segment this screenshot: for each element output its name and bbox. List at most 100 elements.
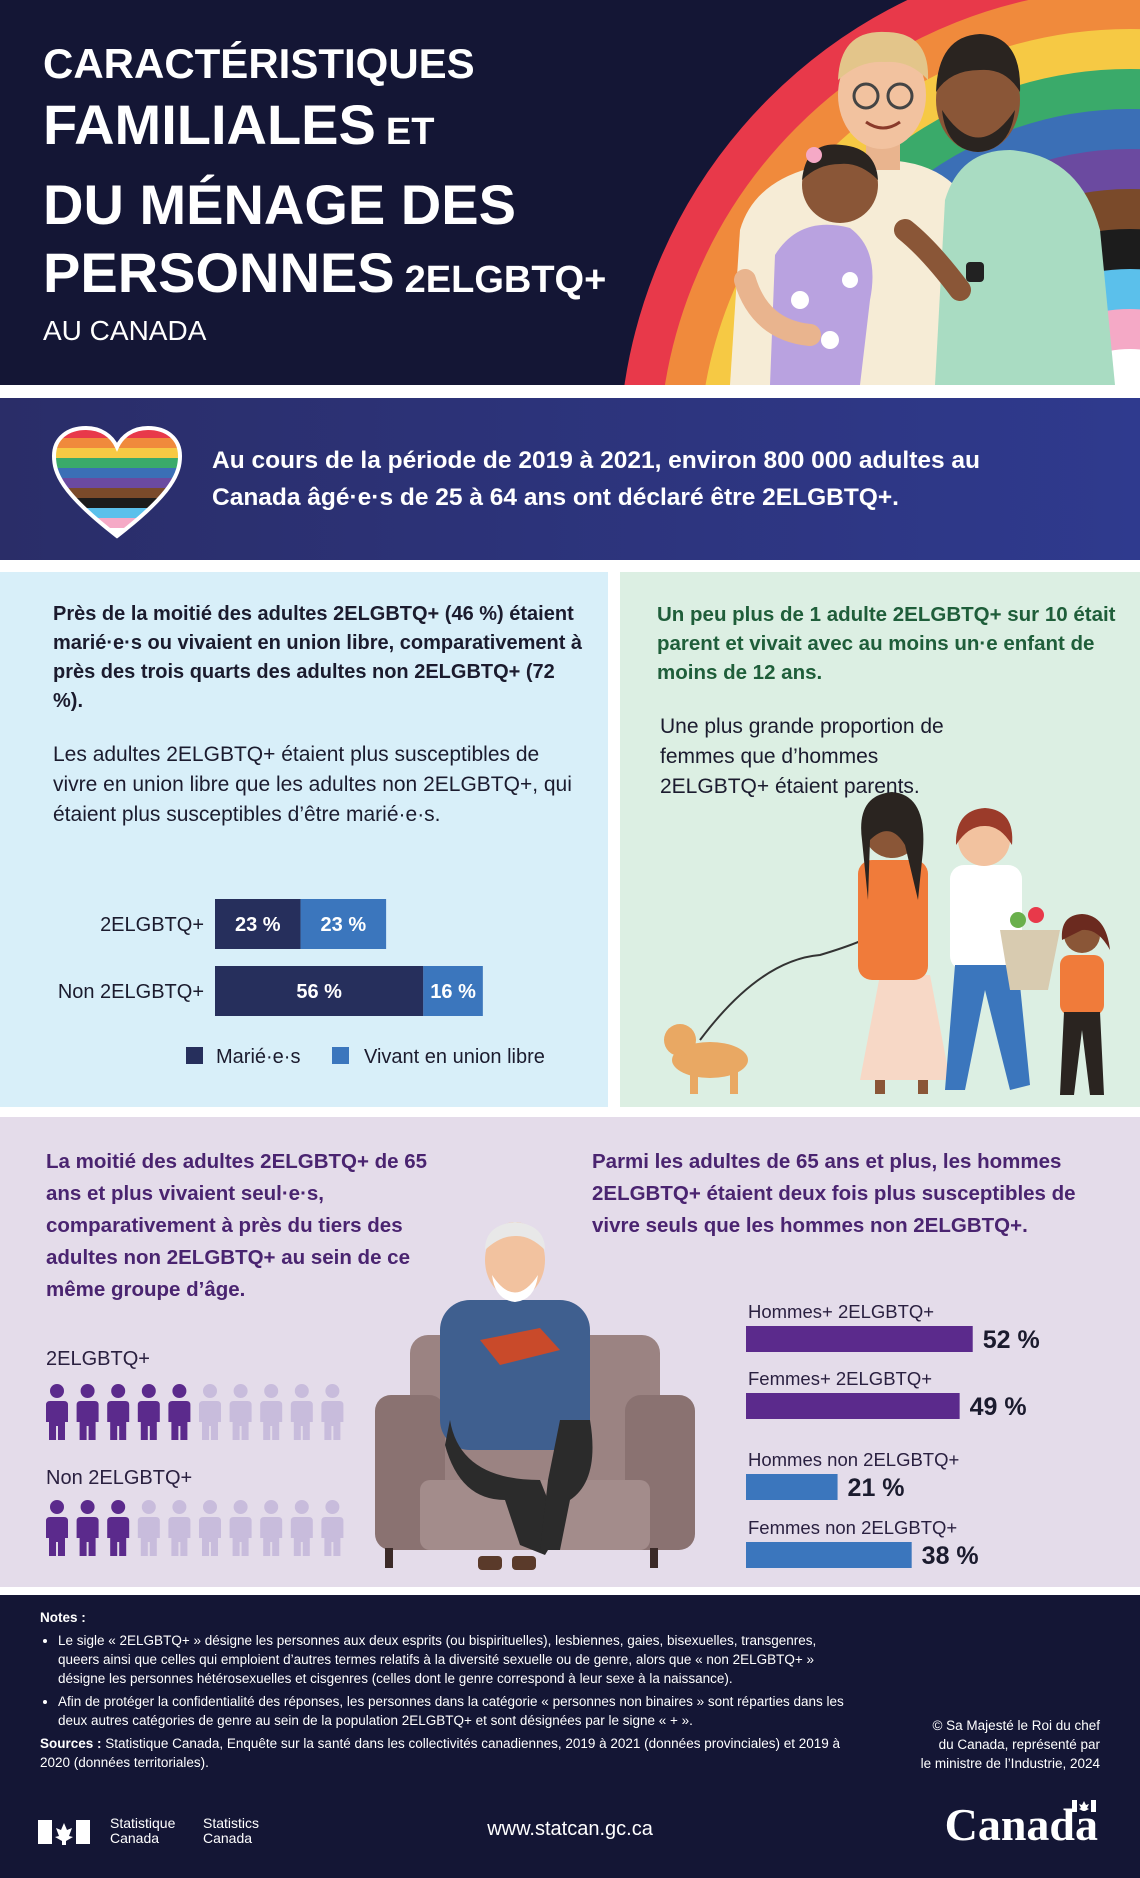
- banner-bg: [0, 398, 1140, 560]
- armchair-illustration-shape: [385, 1548, 393, 1568]
- person-icon-filled: [168, 1384, 191, 1440]
- armchair-illustration-shape: [485, 1222, 545, 1250]
- header-illustration-shape: [911, 229, 1140, 385]
- header-illustration-shape: [998, 309, 1140, 385]
- banner-text: Au cours de la période de 2019 à 2021, e…: [212, 447, 981, 511]
- legend-swatch: [332, 1047, 349, 1064]
- notes-title: Notes :: [40, 1610, 86, 1625]
- heart-icon-shape: [51, 425, 183, 539]
- logo-text: Statistique: [110, 1815, 176, 1831]
- header-illustration-shape: [869, 189, 1140, 385]
- title-line: DU MÉNAGE DES: [43, 173, 516, 236]
- canada-flag-mini-shape: [1091, 1800, 1096, 1812]
- heart-icon-shape-shape: [54, 528, 180, 536]
- header-illustration-shape: [838, 41, 926, 149]
- section-body: Les adultes 2ELGBTQ+ étaient plus suscep…: [53, 743, 572, 826]
- legend-label: Marié·e·s: [216, 1046, 300, 1068]
- title-line: PERSONNES 2ELGBTQ+: [43, 241, 606, 304]
- title-part: ET: [386, 111, 435, 153]
- person-icon-empty: [199, 1500, 221, 1556]
- sources-label: Sources :: [40, 1736, 102, 1751]
- section-heading: Près de la moitié des adultes 2ELGBTQ+ (…: [53, 603, 583, 712]
- armchair-illustration-shape: [492, 1275, 538, 1302]
- header-illustration-shape: [865, 120, 901, 130]
- heart-icon-shape-shape: [54, 448, 180, 459]
- person-icon-filled: [107, 1500, 130, 1556]
- person-icon-empty: [321, 1384, 344, 1440]
- category-label: Hommes+ 2ELGBTQ+: [748, 1301, 934, 1322]
- note: Afin de protéger la confidentialité des …: [58, 1692, 860, 1730]
- section-heading: Parmi les adultes de 65 ans et plus, les…: [592, 1150, 1076, 1237]
- wordmark: Canada: [944, 1799, 1098, 1850]
- armchair-illustration-shape: [650, 1548, 658, 1568]
- family-illustration-shape: [730, 1068, 738, 1094]
- value-label: 56 %: [296, 981, 342, 1003]
- category-label: Non 2ELGBTQ+: [46, 1467, 192, 1489]
- header-illustration-shape: [705, 29, 1140, 385]
- person-icon-filled: [137, 1384, 160, 1440]
- armchair-illustration-shape: [540, 1420, 593, 1550]
- header-illustration-shape: [842, 272, 858, 288]
- logo-text: Canada: [203, 1830, 253, 1846]
- copyright-line: le ministre de l’Industrie, 2024: [920, 1756, 1100, 1771]
- person-icon-empty: [321, 1500, 344, 1556]
- title-part: FAMILIALES: [43, 93, 376, 156]
- header-illustration-shape: [828, 149, 1140, 385]
- header-illustration-shape: [966, 262, 984, 282]
- family-illustration-shape: [699, 929, 881, 1041]
- value-label: 38 %: [922, 1542, 979, 1570]
- statcan-logo-shape: [55, 1823, 73, 1845]
- person-icon-filled: [76, 1384, 99, 1440]
- header-illustration-shape: [894, 219, 971, 301]
- header-illustration-shape: [734, 269, 821, 346]
- copyright-line: du Canada, représenté par: [938, 1737, 1100, 1752]
- heart-icon: [51, 425, 183, 539]
- header-illustration-shape: [954, 269, 1140, 385]
- family-illustration-shape: [858, 860, 928, 980]
- statcan-logo-shape: [76, 1820, 90, 1844]
- family-illustration-shape: [945, 965, 1030, 1090]
- family-illustration-shape: [1010, 912, 1026, 928]
- category-label: Hommes non 2ELGBTQ+: [748, 1449, 959, 1470]
- person-icon-empty: [168, 1500, 191, 1556]
- statcan-logo: [38, 1820, 90, 1845]
- section-heading: La moitié des adultes 2ELGBTQ+ de 65 ans…: [46, 1150, 428, 1301]
- person-icon-filled: [46, 1384, 68, 1440]
- footer-bg: [0, 1595, 1140, 1878]
- category-label: Femmes non 2ELGBTQ+: [748, 1517, 957, 1538]
- family-illustration-shape: [1061, 914, 1110, 950]
- copyright-line: © Sa Majesté le Roi du chef: [932, 1718, 1100, 1733]
- value-label: 23 %: [321, 914, 367, 936]
- bar-segment: [215, 899, 301, 949]
- sources: Sources : Statistique Canada, Enquête su…: [40, 1734, 860, 1772]
- header-illustration-shape: [1048, 349, 1140, 385]
- category-label: Femmes+ 2ELGBTQ+: [748, 1368, 932, 1389]
- person-icon-empty: [260, 1384, 283, 1440]
- category-label: 2ELGBTQ+: [46, 1348, 150, 1370]
- bar-segment: [300, 899, 387, 949]
- family-illustration-shape: [1060, 955, 1104, 1015]
- heart-icon-shape-shape: [54, 518, 180, 529]
- person-icon-empty: [260, 1500, 283, 1556]
- person-icon-empty: [229, 1384, 252, 1440]
- person-icon-empty: [229, 1500, 252, 1556]
- copyright: © Sa Majesté le Roi du chef du Canada, r…: [921, 1716, 1100, 1773]
- family-illustration-shape: [860, 975, 950, 1080]
- value-label: 23 %: [235, 914, 281, 936]
- subtitle: AU CANADA: [43, 315, 207, 346]
- canada-flag-mini: [1072, 1800, 1096, 1812]
- family-illustration-shape: [1060, 1012, 1104, 1095]
- person-icon-empty: [199, 1384, 221, 1440]
- header-illustration-shape: [942, 110, 1015, 152]
- value-label: 49 %: [970, 1393, 1027, 1421]
- canada-flag-mini-shape: [1072, 1800, 1077, 1812]
- armchair-illustration-shape: [480, 1328, 560, 1365]
- armchair-illustration-shape: [445, 1420, 560, 1555]
- person-icon-empty: [137, 1500, 160, 1556]
- heart-icon-shape-shape: [54, 498, 180, 509]
- heart-icon-shape-shape: [54, 508, 180, 519]
- family-illustration-shape: [955, 808, 1013, 845]
- person-icon-empty: [290, 1500, 313, 1556]
